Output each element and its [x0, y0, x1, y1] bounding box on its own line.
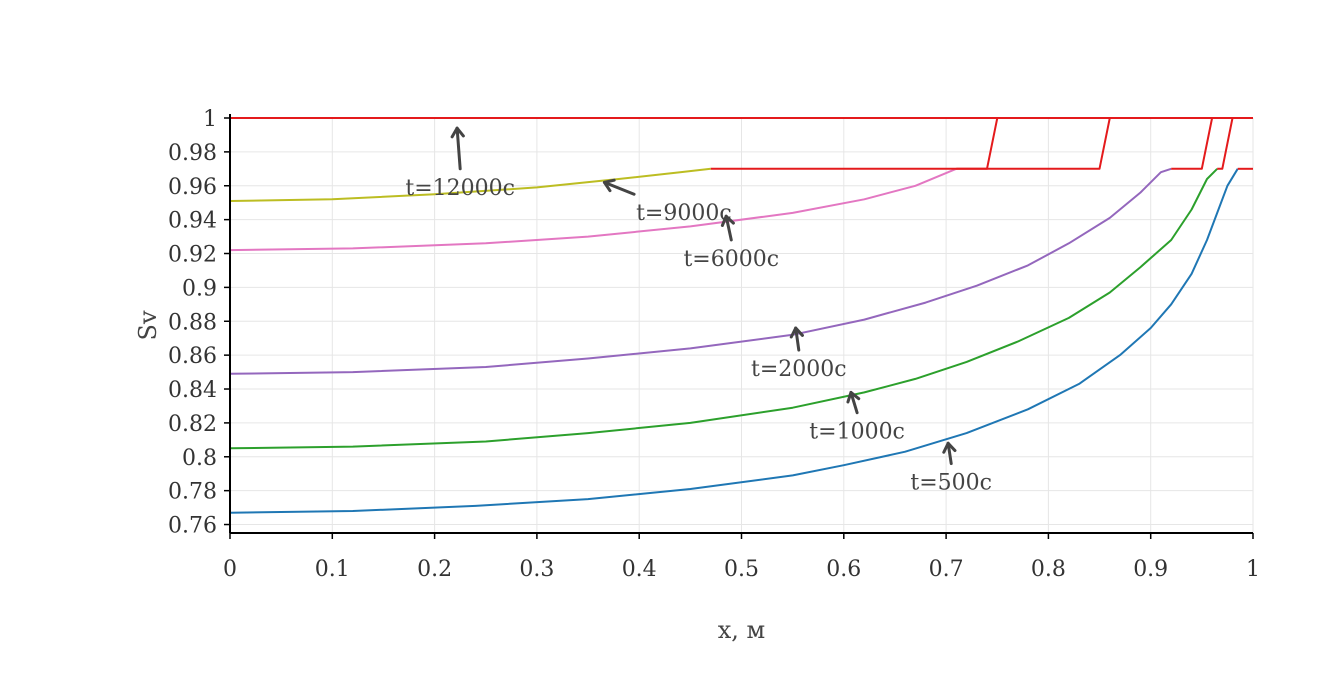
x-tick-label: 0.9 [1133, 557, 1168, 582]
annotation-label: t=6000c [683, 247, 779, 272]
y-tick-label: 0.9 [182, 276, 217, 301]
x-tick-label: 0.8 [1031, 557, 1066, 582]
annotation-4: t=1000c [809, 390, 905, 445]
x-tick-label: 0.3 [519, 557, 554, 582]
grid [229, 117, 1254, 533]
series-group [229, 117, 1253, 514]
series-line-6 [710, 117, 999, 170]
tick-labels: 0 0.1 0.2 0.3 0.4 0.5 0.6 0.7 0.8 0.9 1 0.76 0.78 0.8… [168, 107, 1260, 582]
annotation-label: t=9000c [636, 201, 732, 226]
annotation-arrowhead [942, 441, 957, 454]
y-tick-label: 0.8 [182, 446, 217, 471]
annotation-label: t=2000c [751, 357, 847, 382]
x-tick-label: 0.1 [315, 557, 350, 582]
annotation-5: t=500c [910, 441, 992, 496]
series-line-8 [1171, 117, 1214, 170]
series-line-0 [229, 168, 1239, 514]
y-tick-label: 0.94 [168, 209, 217, 234]
annotation-arrow [849, 390, 859, 415]
annotation-0: t=12000c [405, 126, 515, 201]
y-tick-label: 1 [203, 107, 217, 132]
x-tick-label: 0.7 [929, 557, 964, 582]
y-axis-title: Sv [134, 310, 162, 340]
x-tick-label: 0 [223, 557, 237, 582]
annotation-arrowhead [846, 390, 861, 404]
annotation-arrowhead [720, 214, 735, 228]
annotation-arrow [602, 180, 636, 196]
annotation-3: t=2000c [751, 326, 847, 382]
annotation-arrow [946, 441, 953, 466]
annotation-arrowhead [602, 178, 616, 193]
series-line-2 [229, 167, 1172, 375]
axes [224, 114, 1254, 539]
y-tick-label: 0.92 [168, 243, 217, 268]
annotation-arrowhead [450, 126, 465, 139]
series-line-9 [1217, 117, 1234, 170]
x-tick-label: 0.4 [622, 557, 657, 582]
x-tick-label: 0.6 [826, 557, 861, 582]
y-tick-label: 0.98 [168, 141, 217, 166]
annotation-arrow [794, 326, 801, 352]
y-tick-label: 0.88 [168, 310, 217, 335]
x-tick-label: 1 [1246, 557, 1260, 582]
y-tick-label: 0.84 [168, 378, 217, 403]
y-tick-label: 0.86 [168, 344, 217, 369]
series-line-3 [229, 167, 957, 252]
x-axis-title: x, м [718, 616, 765, 644]
annotation-2: t=6000c [683, 214, 779, 272]
y-tick-label: 0.82 [168, 412, 217, 437]
annotation-label: t=500c [910, 471, 992, 496]
annotation-label: t=12000c [405, 176, 515, 201]
x-tick-label: 0.2 [417, 557, 452, 582]
annotation-arrow [455, 126, 462, 171]
y-tick-label: 0.78 [168, 480, 217, 505]
series-line-4 [229, 167, 711, 202]
series-line-7 [956, 117, 1111, 170]
series-line-1 [229, 168, 1218, 450]
annotation-arrowhead [789, 326, 804, 339]
annotation-label: t=1000c [809, 420, 905, 445]
y-tick-label: 0.96 [168, 175, 217, 200]
y-tick-label: 0.76 [168, 514, 217, 539]
annotation-1: t=9000c [602, 178, 732, 226]
annotations: t=12000c t=9000c t=6000c t=2000c t=1000c t=50… [405, 126, 992, 496]
annotation-arrow [724, 214, 733, 242]
x-tick-label: 0.5 [724, 557, 759, 582]
